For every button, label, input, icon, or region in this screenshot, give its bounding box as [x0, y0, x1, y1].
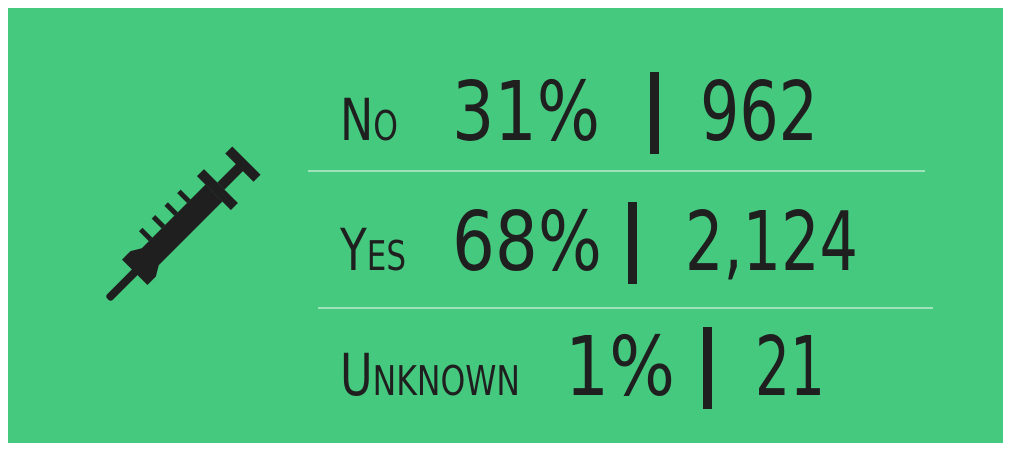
divider-bar: [650, 72, 659, 154]
row-count: 962: [700, 65, 818, 160]
row-label: Yes: [339, 216, 406, 284]
divider-bar: [703, 327, 712, 409]
row-percent: 68%: [452, 195, 602, 290]
divider-bar: [628, 202, 637, 284]
row-count: 21: [755, 320, 825, 415]
row-percent: 1%: [565, 320, 675, 415]
row-label: No: [340, 86, 398, 154]
syringe-icon: [106, 146, 261, 301]
row-count: 2,124: [685, 195, 858, 290]
row-percent: 31%: [452, 65, 600, 160]
row-label: Unknown: [340, 341, 520, 409]
